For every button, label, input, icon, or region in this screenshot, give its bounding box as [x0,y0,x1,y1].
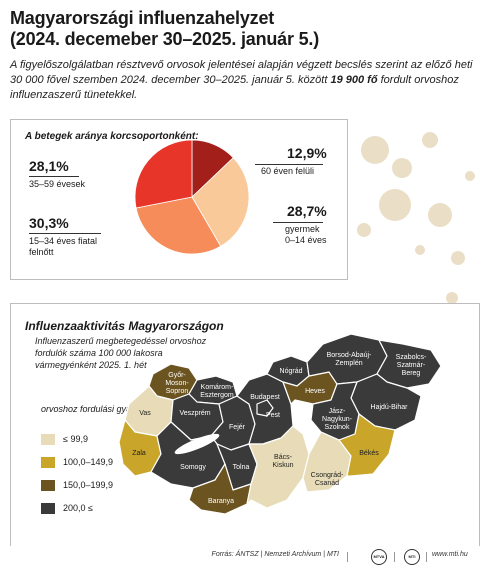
splatter-7 [446,292,458,304]
footer-separator-3 [426,552,427,562]
splatter-8 [357,223,371,237]
intro-before: A figyelőszolgálatban résztvevő orvosok … [10,59,473,86]
label-fejer: Fejér [229,424,245,431]
splatter-2 [392,158,412,178]
slice-15-34-label-1: 15–34 éves fiatal [29,236,98,246]
slice-60-plus-rule [255,164,323,165]
slice-35-59-value: 28,1% [29,158,69,174]
label-vas: Vas [139,410,151,417]
label-somogy: Somogy [180,464,206,471]
legend-swatch-4 [41,503,55,514]
pie-slice-3 [135,196,222,255]
map-subtitle: Influenzaszerű megbetegedéssel orvoshoz … [35,336,207,370]
slice-35-59-label: 35–59 évesek [29,179,86,189]
label-szabolcs: Szabolcs- Szatmár- Bereg [395,354,427,377]
label-bekes: Békés [359,450,379,457]
footer: Forrás: ÁNTSZ | Nemzeti Archívum | MTI M… [0,546,489,568]
region-bekes [338,413,396,477]
splatter-1 [361,136,389,164]
slice-children-label-2: 0–14 éves [285,235,327,245]
region-bacs-kiskun [246,425,310,509]
slice-children-value: 28,7% [287,203,327,219]
label-baranya: Baranya [207,498,235,505]
slice-35-59-rule [29,176,79,177]
legend-swatch-2 [41,457,55,468]
pie-panel: A betegek aránya korcsoportonként: 12,9%… [10,119,348,280]
splatter-6 [451,251,465,265]
label-heves: Heves [305,388,325,395]
mti-logo: MTI [404,549,420,565]
pie-slice-4 [134,139,193,209]
label-zala: Zala [132,450,146,457]
splatter-9 [415,245,425,255]
label-komarom: Komárom- Esztergom [200,384,234,399]
legend-label-4: 200,0 ≤ [63,503,93,513]
label-budapest: Budapest [250,394,280,401]
slice-60-plus-label: 60 éven felüli [261,166,315,176]
legend-label-3: 150,0–199,9 [63,480,114,490]
splatter-3 [422,132,438,148]
label-tolna: Tolna [232,464,250,471]
label-nograd: Nógrád [279,368,303,375]
map-title: Influenzaaktivitás Magyarországon [25,319,224,333]
pie-chart [134,139,250,255]
label-jasz: Jász- Nagykun- Szolnok [322,408,352,431]
footer-separator-1 [347,552,348,562]
slice-60-plus-value: 12,9% [287,145,327,161]
legend-label-1: ≤ 99,9 [63,434,88,444]
legend-title: orvoshoz fordulási gyakoriság: [41,404,163,414]
slice-15-34-rule [29,233,101,234]
site-url: www.mti.hu [432,551,468,558]
region-budapest [256,399,274,417]
legend-label-2: 100,0–149,9 [63,457,114,467]
splatter-10 [465,171,475,181]
intro-highlight: 19 900 fő [330,74,378,86]
label-pest: Pest [265,412,281,419]
label-veszprem: Veszprém [179,410,211,417]
splatter-4 [379,189,411,221]
slice-children-rule [273,222,323,223]
footer-separator-2 [394,552,395,562]
pie-slice-2 [191,157,250,247]
title-line-2: (2024. decemeber 30–2025. január 5.) [10,29,319,49]
hungary-map [118,333,442,515]
intro-after: fordult orvoshoz influenzaszerű tünetekk… [10,74,459,101]
label-bacs-kiskun: Bács- Kiskun [272,454,294,469]
label-gyor: Győr- Moson- Sopron [165,372,189,395]
page-title: Magyarországi influenzahelyzet (2024. de… [10,8,319,50]
slice-15-34-value: 30,3% [29,215,69,231]
map-panel: Influenzaaktivitás Magyarországon Influe… [10,303,480,558]
slice-15-34-label-2: felnőtt [29,247,54,257]
legend-swatch-1 [41,434,55,445]
lake-balaton [174,433,220,455]
region-szabolcs [376,339,442,389]
label-hajdu-bihar: Hajdú-Bihar [370,404,408,411]
label-borsod: Borsod-Abaúj- Zemplén [326,352,372,367]
slice-children-label-1: gyermek [285,224,320,234]
mtva-logo: MTVA [371,549,387,565]
splatter-5 [428,203,452,227]
title-line-1: Magyarországi influenzahelyzet [10,8,275,28]
source-credit: Forrás: ÁNTSZ | Nemzeti Archívum | MTI [211,551,339,558]
legend-swatch-3 [41,480,55,491]
intro-text: A figyelőszolgálatban résztvevő orvosok … [10,58,478,103]
pie-title: A betegek aránya korcsoportonként: [25,131,199,142]
label-csongrad: Csongrád- Csanád [310,472,344,487]
